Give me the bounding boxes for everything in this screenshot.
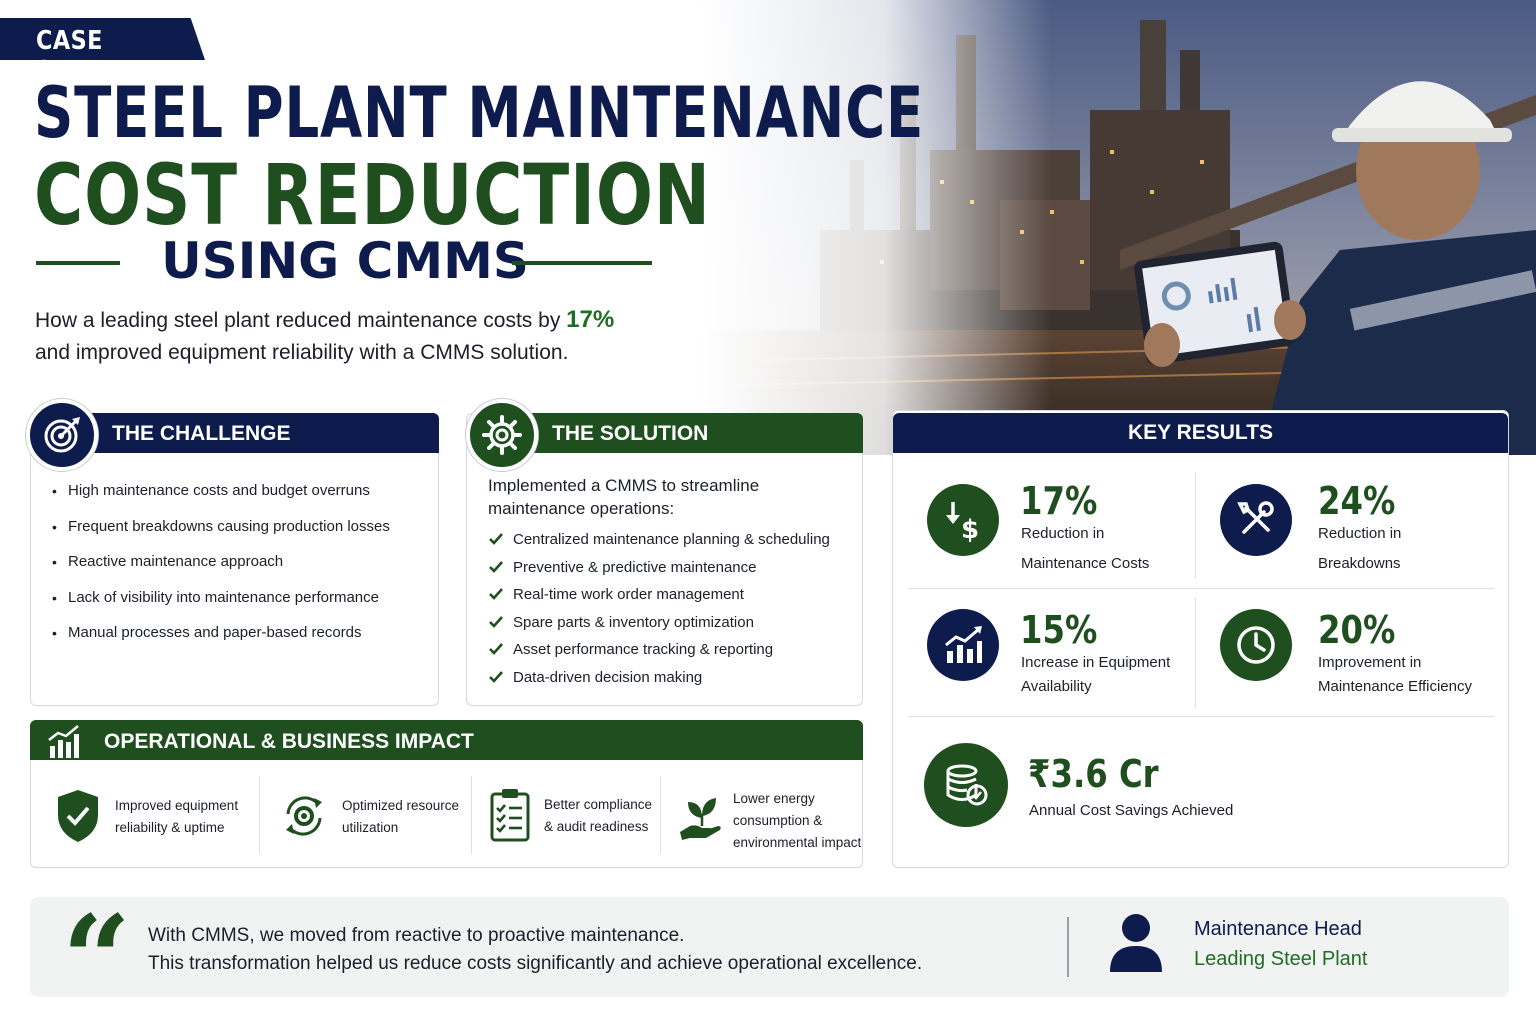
metric-value: 24% xyxy=(1318,479,1396,523)
list-item: Manual processes and paper-based records xyxy=(52,622,432,658)
metric-value: 17% xyxy=(1020,479,1098,523)
subtitle-highlight: 17% xyxy=(566,306,615,333)
divider xyxy=(908,588,1494,589)
divider xyxy=(471,776,472,854)
divider xyxy=(908,716,1494,717)
list-item: Real-time work order management xyxy=(488,585,858,613)
title-rule-right xyxy=(512,261,652,265)
divider xyxy=(1067,917,1069,977)
divider xyxy=(1195,598,1196,708)
solution-title: THE SOLUTION xyxy=(552,422,709,445)
bar-growth-icon xyxy=(44,722,88,762)
title-rule-left xyxy=(36,261,120,265)
metric-label: Increase in Equipment Availability xyxy=(1021,654,1171,695)
list-item: Asset performance tracking & reporting xyxy=(488,640,858,668)
challenge-title: THE CHALLENGE xyxy=(112,422,291,445)
metric-label: Improvement in Maintenance Efficiency xyxy=(1318,654,1472,695)
testimonial-organization: Leading Steel Plant xyxy=(1194,948,1368,970)
leaf-hand-icon xyxy=(678,792,724,842)
metric-value: 20% xyxy=(1318,608,1396,652)
savings-label: Annual Cost Savings Achieved xyxy=(1029,802,1234,819)
title-line-3: USING CMMS xyxy=(161,232,529,290)
metric-label: Reduction in Maintenance Costs xyxy=(1021,525,1150,572)
challenge-list: High maintenance costs and budget overru… xyxy=(52,480,432,658)
person-icon xyxy=(1108,912,1164,974)
testimonial-bar xyxy=(30,897,1509,997)
title-line-1: STEEL PLANT MAINTENANCE xyxy=(34,72,925,154)
check-icon xyxy=(489,560,503,573)
check-icon xyxy=(489,533,503,545)
testimonial-role: Maintenance Head xyxy=(1194,918,1362,940)
list-item: High maintenance costs and budget overru… xyxy=(52,480,432,516)
coins-icon xyxy=(924,743,1008,827)
impact-label: Improved equipment reliability & uptime xyxy=(115,798,239,835)
case-study-tag: CASE STUDY xyxy=(0,18,205,60)
check-icon xyxy=(489,670,503,683)
tools-icon xyxy=(1220,484,1292,556)
impact-title: OPERATIONAL & BUSINESS IMPACT xyxy=(104,730,474,753)
check-icon xyxy=(489,588,503,600)
solution-intro: Implemented a CMMS to streamline mainten… xyxy=(488,476,760,518)
metric-label: Reduction in Breakdowns xyxy=(1318,525,1402,572)
case-study-tag-label: CASE STUDY xyxy=(36,26,121,86)
clock-icon xyxy=(1220,609,1292,681)
cycle-gear-icon xyxy=(280,792,328,840)
list-item: Reactive maintenance approach xyxy=(52,551,432,587)
impact-label: Optimized resource utilization xyxy=(342,798,460,835)
svg-text:$: $ xyxy=(961,515,979,542)
impact-label: Better compliance & audit readiness xyxy=(544,797,653,834)
key-results-title: KEY RESULTS xyxy=(893,413,1508,453)
list-item: Spare parts & inventory optimization xyxy=(488,613,858,641)
gear-icon xyxy=(466,399,538,471)
check-icon xyxy=(489,615,503,628)
divider xyxy=(259,776,260,854)
cost-down-icon: $ xyxy=(927,484,999,556)
subtitle: How a leading steel plant reduced mainte… xyxy=(35,306,615,364)
target-icon xyxy=(26,399,98,471)
list-item: Frequent breakdowns causing production l… xyxy=(52,516,432,552)
list-item: Centralized maintenance planning & sched… xyxy=(488,530,858,558)
savings-value: ₹3.6 Cr xyxy=(1028,752,1159,796)
list-item: Lack of visibility into maintenance perf… xyxy=(52,587,432,623)
title-line-3-group: USING CMMS xyxy=(36,232,654,292)
quote-mark-icon: “ xyxy=(62,889,132,1024)
impact-label: Lower energy consumption & environmental… xyxy=(733,791,862,850)
testimonial-text: With CMMS, we moved from reactive to pro… xyxy=(148,925,923,974)
impact-header: OPERATIONAL & BUSINESS IMPACT xyxy=(30,720,863,760)
shield-check-icon xyxy=(54,788,102,844)
list-item: Data-driven decision making xyxy=(488,668,858,696)
list-item: Preventive & predictive maintenance xyxy=(488,558,858,586)
growth-chart-icon xyxy=(927,609,999,681)
divider xyxy=(660,776,661,854)
title-line-2: COST REDUCTION xyxy=(34,146,711,244)
solution-panel xyxy=(466,413,863,706)
challenge-header: THE CHALLENGE xyxy=(70,413,439,453)
hero-image-steel-plant xyxy=(700,0,1536,455)
solution-list: Centralized maintenance planning & sched… xyxy=(488,530,858,695)
metric-value: 15% xyxy=(1020,608,1098,652)
clipboard-icon xyxy=(488,786,532,842)
solution-header: THE SOLUTION xyxy=(508,413,863,453)
divider xyxy=(1195,472,1196,578)
check-icon xyxy=(489,643,503,655)
